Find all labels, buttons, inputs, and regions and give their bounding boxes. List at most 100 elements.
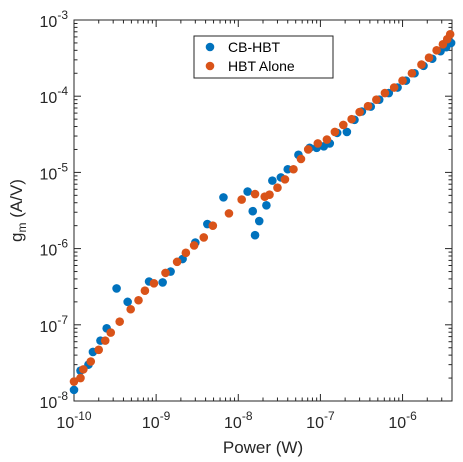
data-point [94, 345, 104, 355]
data-point [424, 53, 434, 63]
data-point [398, 76, 407, 85]
data-point [330, 127, 340, 137]
y-tick-label: 10-5 [40, 160, 69, 183]
legend-label: CB-HBT [228, 39, 281, 55]
y-tick-label-base: 10 [40, 243, 58, 260]
x-tick-label-base: 10 [142, 415, 160, 432]
data-point [339, 120, 348, 130]
x-tick-label-exponent: -10 [74, 409, 92, 423]
y-tick-label-exponent: -4 [57, 84, 68, 98]
data-point [254, 216, 264, 226]
plot-area [69, 19, 456, 402]
y-tick-label-exponent: -3 [57, 8, 68, 22]
data-point [208, 221, 218, 230]
data-point [189, 241, 199, 250]
x-tick-label: 10-6 [388, 409, 417, 432]
data-point [432, 46, 441, 55]
data-point [76, 373, 85, 383]
data-point [115, 317, 124, 326]
data-point [303, 145, 313, 154]
y-tick-label-exponent: -5 [57, 160, 68, 174]
data-point [134, 295, 143, 305]
data-point [296, 154, 306, 164]
data-point [268, 176, 277, 185]
y-tick-label: 10-3 [40, 8, 69, 31]
x-axis-label: Power (W) [223, 438, 303, 457]
x-tick-label-base: 10 [56, 415, 74, 432]
data-point [313, 139, 323, 148]
x-tick-label-exponent: -7 [324, 409, 335, 423]
data-point [219, 193, 228, 202]
data-point [280, 175, 290, 184]
axes-frame [73, 19, 453, 402]
data-point [250, 189, 260, 199]
y-tick-label-base: 10 [40, 395, 58, 412]
data-point [123, 297, 132, 307]
y-tick-label: 10-6 [40, 237, 69, 260]
data-point [140, 286, 150, 296]
series-hbt-alone [69, 29, 455, 386]
data-point [342, 127, 352, 137]
data-point [112, 284, 121, 293]
y-axis-label-subscript: m [15, 222, 29, 232]
y-tick-label-base: 10 [40, 14, 58, 31]
data-point [417, 60, 426, 69]
major-ticks [73, 19, 452, 402]
y-tick-label-exponent: -8 [57, 389, 68, 403]
x-tick-label-base: 10 [388, 415, 406, 432]
data-point [407, 68, 417, 78]
data-point [355, 107, 364, 117]
x-tick-label-exponent: -6 [406, 409, 417, 423]
legend-marker [205, 42, 215, 52]
y-tick-labels: 10-810-710-610-510-410-3 [40, 8, 69, 412]
legend-marker [205, 61, 215, 71]
data-point [199, 233, 209, 242]
data-point [289, 164, 298, 174]
y-tick-label: 10-4 [40, 84, 69, 107]
data-point [69, 385, 79, 395]
y-tick-label-exponent: -6 [57, 237, 68, 251]
y-tick-label-base: 10 [40, 166, 58, 183]
y-tick-label: 10-8 [40, 389, 69, 412]
x-tick-label: 10-7 [306, 409, 335, 432]
data-point [181, 248, 191, 258]
y-axis-label-unit: (A/V) [7, 179, 26, 222]
data-point [372, 95, 381, 104]
data-point [86, 357, 96, 366]
data-point [265, 190, 274, 199]
x-tick-label: 10-10 [56, 409, 91, 432]
x-tick-label-base: 10 [306, 415, 324, 432]
data-point [380, 88, 390, 98]
data-point [250, 230, 260, 240]
data-point [248, 206, 258, 216]
data-point [347, 114, 356, 124]
data-point [79, 365, 88, 374]
data-point [363, 101, 373, 111]
data-point [100, 336, 110, 345]
data-point [322, 135, 332, 144]
y-tick-label-exponent: -7 [57, 313, 68, 327]
x-tick-label: 10-9 [142, 409, 171, 432]
data-point [389, 83, 399, 92]
x-tick-label: 10-8 [224, 409, 253, 432]
data-point [243, 187, 252, 196]
series-layer [69, 29, 456, 395]
data-point [149, 279, 159, 288]
data-point [273, 183, 282, 192]
data-point [126, 304, 135, 314]
legend: CB-HBT HBT Alone [193, 35, 334, 79]
x-tick-label-base: 10 [224, 415, 242, 432]
legend-box [193, 35, 334, 79]
y-tick-label-base: 10 [40, 319, 58, 336]
y-axis-label-base: g [7, 232, 26, 241]
data-point [172, 257, 182, 267]
legend-items: CB-HBT HBT Alone [205, 39, 295, 74]
x-tick-label-exponent: -8 [242, 409, 253, 423]
y-axis-label: gm (A/V) [7, 179, 29, 242]
y-tick-label-base: 10 [40, 90, 58, 107]
data-point [161, 268, 170, 278]
data-point [106, 328, 116, 337]
x-tick-label-exponent: -9 [160, 409, 171, 423]
data-point [262, 201, 271, 210]
